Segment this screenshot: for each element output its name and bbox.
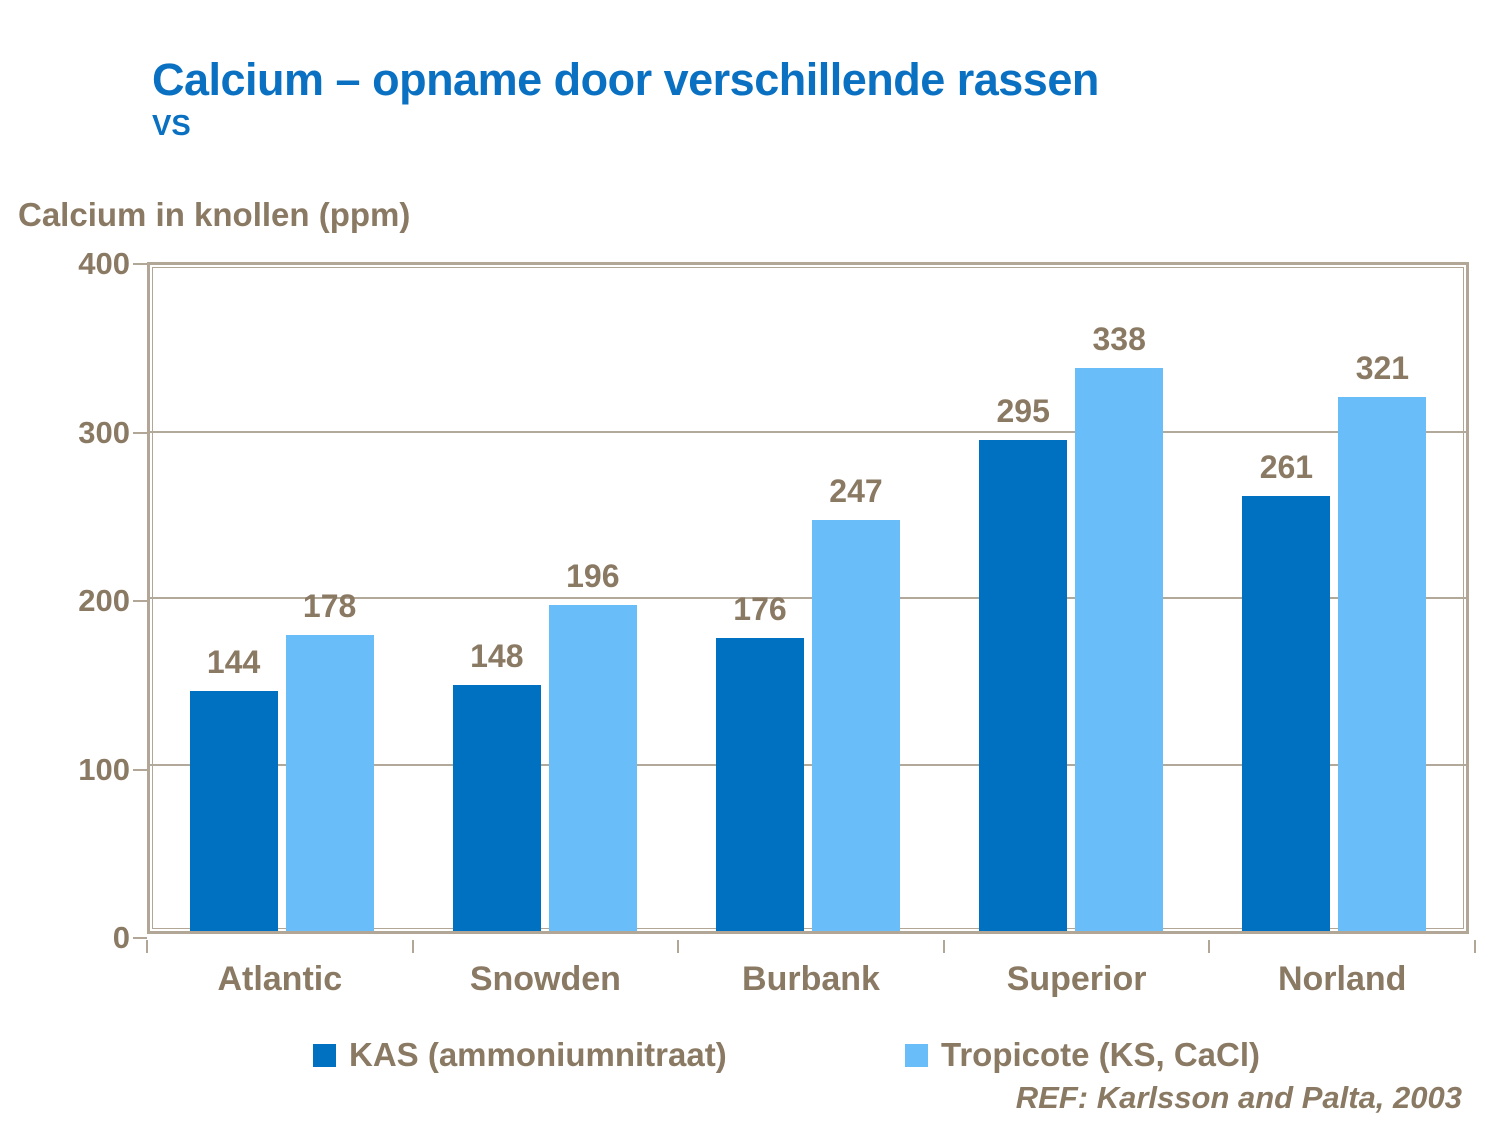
bar-value-label: 247	[829, 472, 883, 509]
bar: 321	[1338, 350, 1427, 931]
bar: 178	[285, 588, 374, 931]
y-axis-tick-label: 300	[78, 414, 130, 450]
category-label: Snowden	[469, 960, 621, 998]
bar-group: 176 247	[676, 265, 939, 931]
bar-group: 261 321	[1203, 265, 1466, 931]
bar-value-label: 338	[1092, 321, 1146, 358]
y-axis-tick-mark	[133, 431, 147, 434]
reference-note: REF: Karlsson and Palta, 2003	[1015, 1080, 1462, 1115]
bar-value-label: 144	[206, 644, 261, 681]
page-title: Calcium – opname door verschillende rass…	[152, 54, 1099, 105]
x-axis-tick-mark	[1208, 940, 1211, 953]
gridline	[150, 597, 1466, 599]
legend-item-tropicote: Tropicote (KS, CaCl)	[905, 1036, 1260, 1074]
y-axis-tick-mark	[133, 937, 147, 939]
gridline	[150, 763, 1466, 766]
bar-group: 144 178	[150, 265, 413, 931]
y-axis-tick-mark	[133, 263, 147, 265]
x-axis-tick-mark	[146, 940, 148, 953]
bar-value-label: 261	[1259, 449, 1314, 486]
y-axis-tick-mark	[133, 768, 147, 771]
y-axis-tick-label: 100	[78, 751, 130, 787]
bar-value-label: 321	[1355, 349, 1410, 386]
bar-value-label: 295	[996, 392, 1050, 429]
y-axis-tick-label: 200	[78, 583, 130, 618]
bars-row: 144 178 148 196 176 247 295 338 261 321	[150, 265, 1466, 931]
gridline	[150, 430, 1466, 433]
bar: 247	[812, 473, 900, 931]
bar-value-label: 178	[302, 587, 357, 624]
category-label: Atlantic	[217, 960, 343, 998]
legend-swatch-kas	[313, 1043, 336, 1067]
bar: 295	[979, 393, 1068, 931]
bar: 176	[716, 591, 804, 931]
category-label: Norland	[1277, 960, 1407, 998]
y-axis-tick-label: 0	[112, 920, 130, 955]
plot-area: 144 178 148 196 176 247 295 338 261 321	[147, 262, 1469, 934]
legend-item-kas: KAS (ammoniumnitraat)	[313, 1036, 727, 1074]
category-label: Burbank	[742, 960, 880, 998]
x-axis-tick-mark	[411, 940, 414, 953]
bar: 261	[1242, 449, 1331, 931]
x-axis-tick-mark	[1474, 940, 1476, 953]
y-axis-tick-mark	[133, 600, 147, 602]
page-subtitle: VS	[152, 110, 191, 142]
bar: 338	[1075, 321, 1164, 931]
bar: 148	[452, 638, 541, 931]
bar-value-label: 176	[733, 590, 787, 627]
x-axis-tick-mark	[942, 940, 945, 953]
bar: 144	[189, 644, 278, 931]
y-axis-tick-label: 400	[78, 246, 130, 281]
chart-axis-title: Calcium in knollen (ppm)	[18, 196, 411, 233]
bar-group: 295 338	[940, 265, 1203, 931]
category-label: Superior	[1006, 960, 1147, 998]
legend-label-kas: KAS (ammoniumnitraat)	[349, 1036, 727, 1073]
bar-value-label: 148	[470, 637, 524, 674]
bar: 196	[548, 558, 637, 931]
x-axis-tick-mark	[677, 940, 680, 953]
bar-value-label: 196	[566, 557, 620, 594]
bar-group: 148 196	[413, 265, 676, 931]
legend-label-tropicote: Tropicote (KS, CaCl)	[941, 1036, 1261, 1073]
legend-swatch-tropicote	[905, 1043, 928, 1067]
